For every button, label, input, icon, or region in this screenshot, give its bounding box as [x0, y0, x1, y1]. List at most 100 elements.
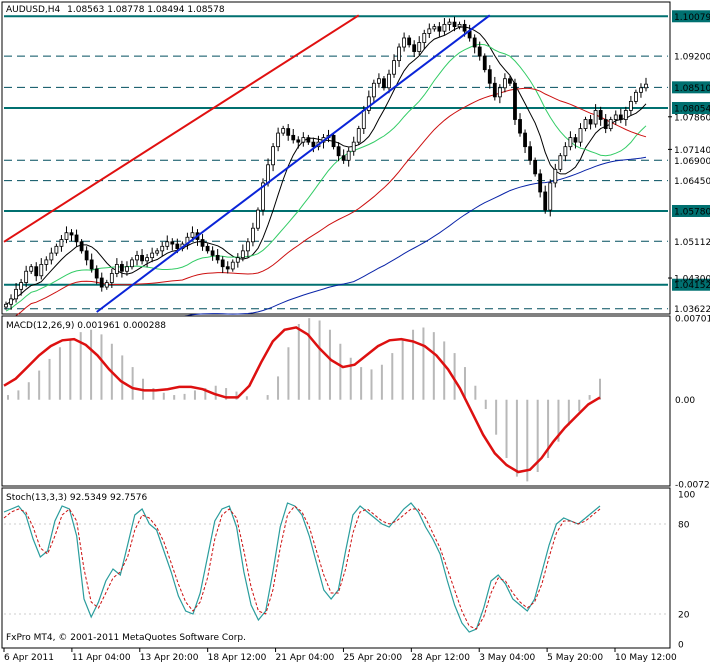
candle-body: [109, 273, 114, 283]
macd-panel[interactable]: MACD(12,26,9) 0.001961 0.000288: [1, 315, 671, 487]
candle-body: [301, 137, 306, 143]
stoch-axis-tick-label: 100: [678, 491, 695, 501]
stoch-axis-tick-label: 20: [678, 611, 690, 621]
candle-body: [371, 82, 376, 98]
price-axis-tick-label: 1.04300: [674, 275, 710, 285]
time-axis-tick-label: 18 Apr 12:00: [208, 653, 267, 663]
candle-body: [351, 141, 356, 152]
candle-body: [286, 128, 291, 136]
candle-body: [104, 282, 109, 288]
ma-green-line: [5, 43, 647, 312]
candle-body: [427, 28, 432, 34]
ma-red-line: [5, 87, 647, 323]
stoch-axis-tick-label: 0: [678, 641, 684, 651]
price-axis-tick-label: 1.07860: [674, 113, 710, 123]
candle-body: [497, 87, 502, 98]
candle-body: [220, 259, 225, 268]
price-axis-tick-label: 1.03622: [674, 305, 710, 315]
candle-body: [59, 239, 64, 247]
candle-body: [39, 264, 44, 277]
candle-body: [24, 270, 29, 283]
candle-body: [377, 78, 381, 84]
candle-body: [225, 266, 230, 270]
price-axis-tick-label: 1.05112: [674, 238, 710, 248]
price-level-tag-label: 1.08510: [674, 84, 710, 94]
candle-body: [99, 277, 104, 288]
candle-body: [205, 245, 210, 252]
candle-body: [306, 137, 311, 143]
candle-body: [281, 128, 286, 134]
candle-body: [538, 173, 543, 193]
candle-body: [412, 44, 417, 52]
time-axis-tick-label: 13 Apr 20:00: [140, 653, 199, 663]
candle-body: [170, 241, 175, 245]
stoch-main-line: [3, 502, 601, 633]
price-level-tag: [672, 10, 710, 23]
candle-body: [482, 55, 487, 71]
time-axis-tick-label: 25 Apr 20:00: [343, 653, 402, 663]
candle-body: [613, 114, 618, 120]
blue-trend-line[interactable]: [96, 14, 491, 313]
candle-body: [492, 82, 497, 98]
price-level-tag-label: 1.08054: [674, 104, 710, 114]
stochastic-panel[interactable]: Stoch(13,3,3) 92.5349 92.7576 FxPro MT4,…: [1, 487, 671, 649]
candle-body: [442, 23, 447, 32]
candle-body: [215, 254, 220, 261]
candle-body: [623, 110, 628, 120]
price-level-tag: [672, 101, 710, 114]
candle-body: [145, 257, 150, 262]
candle-body: [452, 21, 457, 28]
candle-body: [644, 83, 648, 89]
candle-body: [578, 128, 583, 143]
red-trend-line[interactable]: [3, 14, 360, 243]
candle-body: [251, 227, 255, 243]
candle-body: [523, 132, 527, 148]
price-level-tag: [672, 278, 710, 291]
price-level-tag: [672, 204, 710, 217]
copyright-footer: FxPro MT4, © 2001-2011 MetaQuotes Softwa…: [6, 633, 246, 643]
candle-body: [593, 110, 598, 125]
price-level-tag-label: 1.04152: [674, 281, 710, 291]
candle-body: [240, 250, 245, 259]
candle-body: [563, 146, 568, 157]
candle-body: [210, 250, 215, 256]
stoch-axis-tick-label: 80: [678, 521, 690, 531]
price-level-tag-label: 1.10079: [674, 13, 710, 23]
candle-body: [256, 209, 260, 229]
candle-body: [331, 134, 336, 148]
candle-body: [346, 150, 351, 161]
time-axis: 6 Apr 2011 11 Apr 04:00 13 Apr 20:00 18 Apr…: [3, 648, 677, 663]
main-header: AUDUSD,H4 1.08563 1.08778 1.08494 1.0857…: [6, 5, 225, 15]
candle-body: [543, 191, 548, 211]
candle-body: [271, 146, 275, 166]
candle-body: [84, 250, 89, 261]
stoch-panel-frame: [1, 487, 671, 649]
candle-body: [64, 232, 69, 240]
candle-body: [528, 146, 532, 161]
price-axis: 1.10079 1.08510 1.08054 1.05780 1.04152 1.092…: [668, 10, 710, 651]
candle-body: [417, 42, 422, 52]
candle-body: [160, 245, 165, 252]
candle-body: [266, 164, 270, 184]
time-axis-tick-label: 11 Apr 04:00: [72, 653, 131, 663]
stoch-header: Stoch(13,3,3) 92.5349 92.7576: [6, 493, 147, 503]
candle-body: [140, 254, 144, 262]
candle-body: [291, 134, 296, 141]
candle-body: [261, 182, 265, 211]
candle-body: [568, 137, 573, 148]
candle-body: [513, 82, 517, 120]
candle-body: [518, 119, 522, 134]
macd-header: MACD(12,26,9) 0.001961 0.000288: [6, 321, 166, 331]
candle-body: [49, 252, 54, 261]
candle-body: [74, 234, 79, 243]
main-price-panel[interactable]: AUDUSD,H4 1.08563 1.08778 1.08494 1.0857…: [1, 1, 671, 360]
candle-body: [200, 239, 205, 247]
candle-body: [54, 245, 59, 254]
candle-body: [618, 114, 623, 120]
candle-body: [608, 119, 613, 129]
price-axis-tick-label: 1.06450: [674, 177, 710, 187]
candle-body: [311, 141, 316, 148]
time-axis-tick-label: 21 Apr 04:00: [276, 653, 335, 663]
candle-body: [639, 87, 643, 93]
